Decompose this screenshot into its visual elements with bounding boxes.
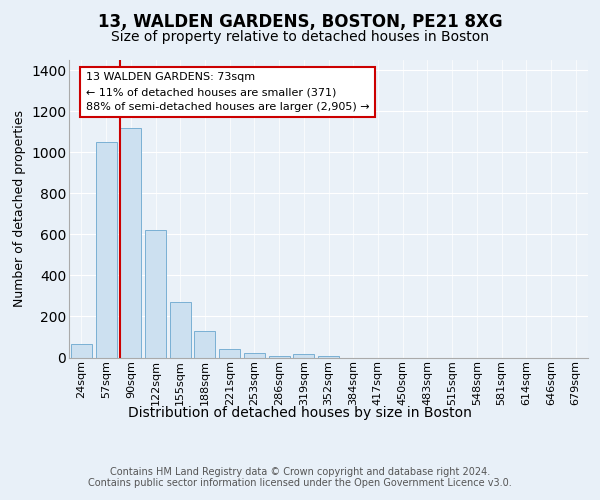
Y-axis label: Number of detached properties: Number of detached properties xyxy=(13,110,26,307)
Bar xyxy=(269,356,290,358)
Bar xyxy=(219,350,240,358)
Text: 13, WALDEN GARDENS, BOSTON, PE21 8XG: 13, WALDEN GARDENS, BOSTON, PE21 8XG xyxy=(98,14,502,32)
Bar xyxy=(170,302,191,358)
Bar xyxy=(194,331,215,357)
Bar xyxy=(71,344,92,358)
Bar xyxy=(145,230,166,358)
Bar xyxy=(293,354,314,358)
Bar xyxy=(120,128,141,358)
Bar xyxy=(95,142,116,358)
Text: Contains HM Land Registry data © Crown copyright and database right 2024.
Contai: Contains HM Land Registry data © Crown c… xyxy=(88,466,512,488)
Bar xyxy=(318,356,339,358)
Text: Distribution of detached houses by size in Boston: Distribution of detached houses by size … xyxy=(128,406,472,419)
Bar xyxy=(244,354,265,358)
Text: Size of property relative to detached houses in Boston: Size of property relative to detached ho… xyxy=(111,30,489,44)
Text: 13 WALDEN GARDENS: 73sqm
← 11% of detached houses are smaller (371)
88% of semi-: 13 WALDEN GARDENS: 73sqm ← 11% of detach… xyxy=(86,72,370,112)
